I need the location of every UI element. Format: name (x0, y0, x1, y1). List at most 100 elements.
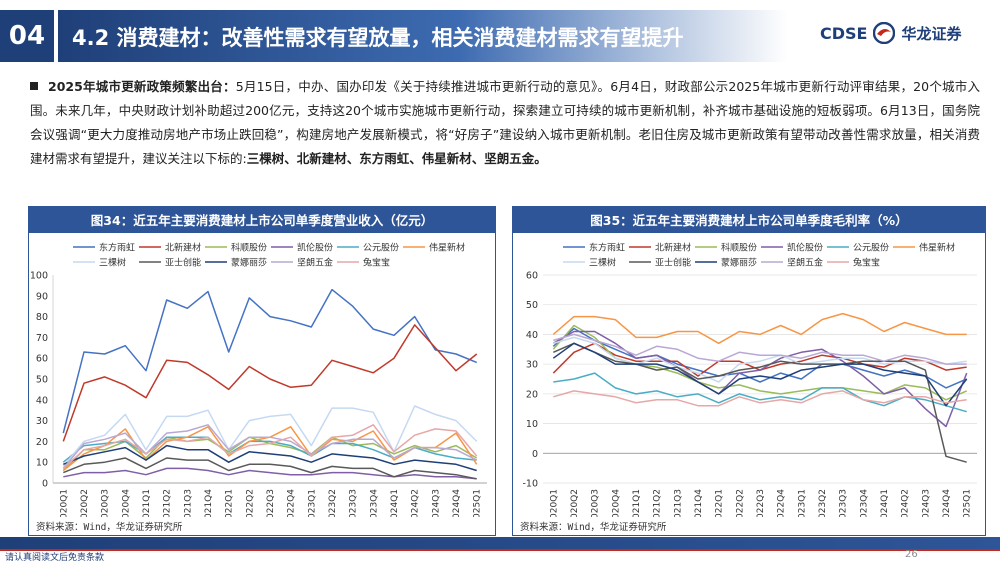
y-tick-label: 30 (526, 360, 538, 371)
x-tick-label: 2023Q3 (839, 489, 849, 517)
series-line-伟星新材 (552, 312, 967, 345)
series-line-兔宝宝 (62, 424, 478, 469)
series-line-三棵树 (62, 405, 478, 467)
footer-bar (0, 537, 1000, 549)
x-tick-label: 2020Q2 (80, 489, 90, 517)
x-tick-label: 2020Q3 (591, 489, 601, 517)
x-tick-label: 2021Q1 (632, 489, 642, 517)
left-source-note: 资料来源：Wind，华龙证券研究所 (36, 522, 183, 533)
y-tick-label: 40 (36, 395, 48, 406)
x-tick-label: 2021Q3 (673, 489, 683, 517)
x-tick-label: 2020Q4 (121, 489, 131, 517)
series-line-北新建材 (552, 342, 967, 377)
y-tick-label: 30 (36, 416, 48, 427)
series-line-坚朗五金 (62, 424, 478, 469)
legend-label: 伟星新材 (429, 242, 465, 254)
right-chart-title: 图35：近五年主要消费建材上市公司单季度毛利率（%） (512, 206, 986, 232)
series-line-坚朗五金 (553, 333, 967, 365)
x-tick-label: 2020Q2 (570, 489, 580, 517)
x-tick-label: 2024Q3 (921, 489, 931, 517)
x-tick-label: 2024Q4 (942, 489, 952, 517)
summary-paragraph: 2025年城市更新政策频繁出台：5月15日，中办、国办印发《关于持续推进城市更新… (30, 75, 980, 171)
legend-label: 兔宝宝 (853, 257, 880, 269)
series-line-亚士创能 (553, 342, 967, 463)
legend-label: 三棵树 (99, 257, 126, 269)
legend-label: 伟星新材 (919, 242, 955, 254)
x-tick-label: 2025Q1 (963, 489, 973, 517)
x-tick-label: 2020Q1 (59, 489, 69, 517)
y-tick-label: 50 (526, 300, 538, 311)
y-tick-label: 0 (532, 449, 538, 460)
y-tick-label: 50 (36, 375, 48, 386)
x-tick-label: 2024Q4 (452, 489, 462, 517)
y-tick-label: 10 (36, 458, 48, 469)
series-line-蒙娜丽莎 (552, 342, 968, 407)
x-tick-label: 2024Q2 (901, 489, 911, 517)
series-line-兔宝宝 (553, 390, 967, 407)
disclaimer-text: 请认真阅读文后免责条款 (5, 553, 105, 563)
x-tick-label: 2021Q4 (694, 489, 704, 517)
legend-label: 三棵树 (589, 257, 616, 269)
x-tick-label: 2023Q1 (307, 489, 317, 517)
legend-label: 蒙娜丽莎 (231, 257, 267, 269)
legend-label: 凯伦股份 (297, 242, 333, 254)
x-tick-label: 2022Q4 (777, 489, 787, 517)
legend-label: 亚士创能 (165, 257, 201, 269)
logo-cn: 华龙证券 (901, 24, 962, 43)
x-tick-label: 2022Q2 (735, 489, 745, 517)
y-tick-label: 60 (526, 271, 538, 282)
x-tick-label: 2024Q2 (411, 489, 421, 517)
logo-en: CDSE (820, 23, 868, 43)
x-tick-label: 2021Q2 (163, 489, 173, 517)
square-bullet-icon (30, 82, 38, 90)
brand-logo: CDSE 华龙证券 (820, 22, 962, 44)
y-tick-label: 20 (36, 437, 48, 448)
page-title: 4.2 消费建材：改善性需求有望放量，相关消费建材需求有望提升 (72, 26, 684, 50)
x-tick-label: 2022Q1 (715, 489, 725, 517)
x-tick-label: 2025Q1 (473, 489, 483, 517)
x-tick-label: 2023Q1 (797, 489, 807, 517)
summary-body: 5月15日，中办、国办印发《关于持续推进城市更新行动的意见》。6月4日，财政部公… (30, 79, 981, 166)
x-tick-label: 2021Q3 (183, 489, 193, 517)
y-tick-label: 0 (42, 479, 48, 490)
y-tick-label: 90 (36, 291, 48, 302)
y-tick-label: 80 (36, 312, 48, 323)
legend-label: 公元股份 (853, 242, 889, 254)
summary-tail: 三棵树、北新建材、东方雨虹、伟星新材、坚朗五金。 (246, 151, 547, 166)
page-number: 26 (905, 549, 918, 560)
section-number: 04 (0, 10, 54, 62)
x-tick-label: 2024Q1 (390, 489, 400, 517)
left-chart-title: 图34：近五年主要消费建材上市公司单季度营业收入（亿元） (28, 206, 496, 232)
y-tick-label: 100 (30, 271, 48, 282)
footer-divider (0, 549, 1000, 551)
series-line-东方雨虹 (62, 288, 477, 434)
summary-lead: 2025年城市更新政策频繁出台： (48, 79, 236, 94)
x-tick-label: 2023Q3 (349, 489, 359, 517)
series-line-公元股份 (553, 372, 967, 413)
y-tick-label: 10 (526, 419, 538, 430)
series-line-三棵树 (553, 336, 967, 383)
legend-label: 北新建材 (165, 242, 201, 254)
legend-label: 科顺股份 (721, 242, 757, 254)
x-tick-label: 2024Q1 (880, 489, 890, 517)
legend-label: 科顺股份 (231, 242, 267, 254)
legend-label: 蒙娜丽莎 (721, 257, 757, 269)
page-header: 04 4.2 消费建材：改善性需求有望放量，相关消费建材需求有望提升 CDSE … (0, 0, 1000, 72)
x-tick-label: 2020Q4 (611, 489, 621, 517)
y-tick-label: 60 (36, 354, 48, 365)
x-tick-label: 2023Q2 (328, 489, 338, 517)
right-source-note: 资料来源：Wind，华龙证券研究所 (520, 522, 667, 533)
x-tick-label: 2021Q4 (204, 489, 214, 517)
legend-label: 公元股份 (363, 242, 399, 254)
legend-label: 坚朗五金 (297, 257, 333, 269)
legend-label: 凯伦股份 (787, 242, 823, 254)
x-tick-label: 2022Q1 (225, 489, 235, 517)
legend-label: 兔宝宝 (363, 257, 390, 269)
dragon-logo-icon (873, 22, 896, 44)
x-tick-label: 2024Q3 (431, 489, 441, 517)
legend-label: 东方雨虹 (589, 242, 625, 254)
